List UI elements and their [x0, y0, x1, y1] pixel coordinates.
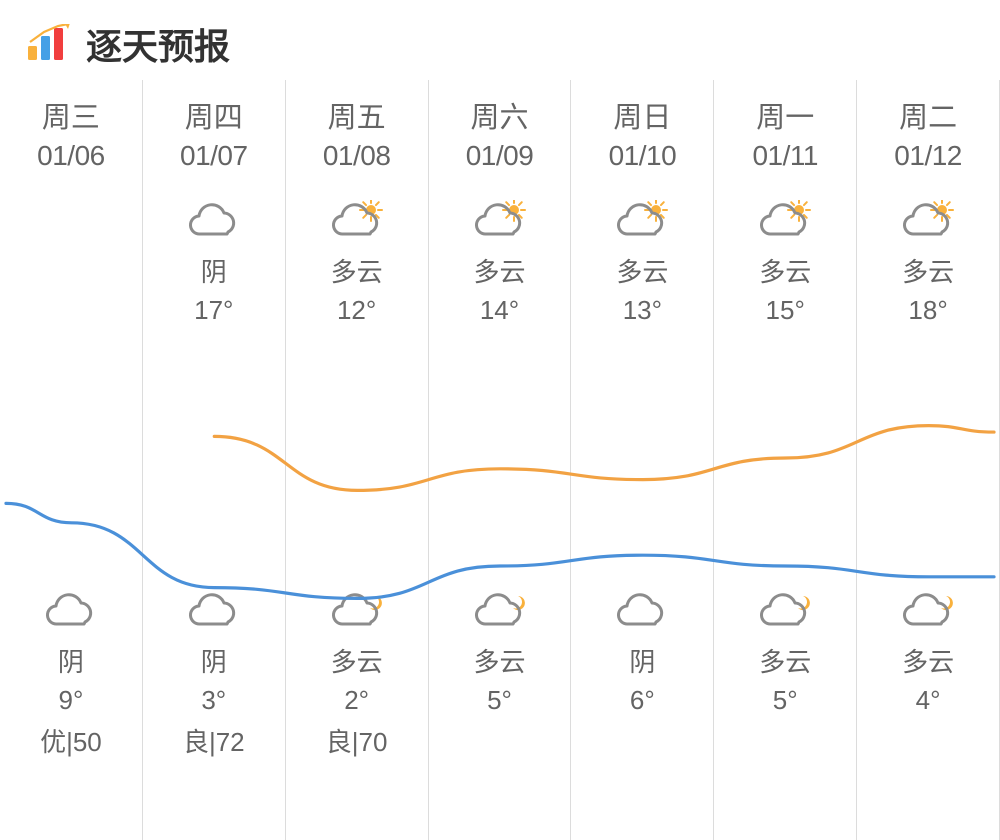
day-weather-section: 多云 13°: [612, 200, 672, 350]
day-weather-icon: [898, 200, 958, 244]
day-column[interactable]: 周五 01/08 多云 12° 多云 2° 良|70: [286, 80, 429, 840]
day-header: 周日 01/10: [609, 80, 677, 172]
day-weather-label: 多云: [473, 252, 525, 289]
weekday-label: 周五: [323, 94, 391, 136]
night-weather-section: 阴 3° 良|72: [183, 590, 245, 759]
night-weather-icon: [41, 590, 101, 634]
header: 逐天预报: [0, 0, 1000, 80]
day-header: 周三 01/06: [37, 80, 105, 172]
day-weather-section: 阴 17°: [184, 200, 244, 350]
night-weather-section: 多云 2° 良|70: [326, 590, 388, 759]
date-label: 01/09: [466, 140, 534, 172]
day-weather-label: 多云: [331, 252, 383, 289]
night-weather-icon: [470, 590, 530, 634]
date-label: 01/10: [609, 140, 677, 172]
day-weather-section: 多云 12°: [327, 200, 387, 350]
low-temp-label: 5°: [487, 685, 512, 716]
night-weather-label: 多云: [759, 642, 811, 679]
night-weather-icon: [184, 590, 244, 634]
day-weather-icon: [184, 200, 244, 244]
day-weather-section: 多云 14°: [470, 200, 530, 350]
date-label: 01/11: [752, 140, 818, 172]
day-weather-icon: [612, 200, 672, 244]
low-temp-label: 2°: [344, 685, 369, 716]
weekday-label: 周六: [466, 94, 534, 136]
day-column[interactable]: 周日 01/10 多云 13° 阴 6°: [571, 80, 714, 840]
weekday-label: 周二: [894, 94, 962, 136]
day-weather-label: 多云: [616, 252, 668, 289]
night-weather-icon: [612, 590, 672, 634]
day-weather-label: 阴: [201, 252, 227, 289]
aqi-label: 优|50: [40, 722, 102, 759]
day-weather-icon: [755, 200, 815, 244]
day-header: 周五 01/08: [323, 80, 391, 172]
date-label: 01/06: [37, 140, 105, 172]
day-column[interactable]: 周三 01/06 阴 9° 优|50: [0, 80, 143, 840]
low-temp-label: 6°: [630, 685, 655, 716]
night-weather-section: 多云 5°: [470, 590, 530, 722]
high-temp-label: 17°: [194, 295, 233, 326]
day-header: 周四 01/07: [180, 80, 248, 172]
night-weather-icon: [327, 590, 387, 634]
date-label: 01/07: [180, 140, 248, 172]
weekday-label: 周一: [752, 94, 818, 136]
night-weather-label: 多云: [331, 642, 383, 679]
aqi-label: 良|72: [183, 722, 245, 759]
day-header: 周一 01/11: [752, 80, 818, 172]
night-weather-icon: [755, 590, 815, 634]
date-label: 01/08: [323, 140, 391, 172]
weekday-label: 周四: [180, 94, 248, 136]
forecast-container: 周三 01/06 阴 9° 优|50 周四 01/07 阴 17° 阴 3°: [0, 80, 1000, 840]
page-title: 逐天预报: [86, 18, 230, 70]
day-weather-icon: [327, 200, 387, 244]
day-weather-section: 多云 18°: [898, 200, 958, 350]
night-weather-icon: [898, 590, 958, 634]
day-column[interactable]: 周四 01/07 阴 17° 阴 3° 良|72: [143, 80, 286, 840]
low-temp-label: 4°: [916, 685, 941, 716]
night-weather-section: 阴 6°: [612, 590, 672, 722]
high-temp-label: 12°: [337, 295, 376, 326]
day-weather-label: 多云: [902, 252, 954, 289]
night-weather-section: 阴 9° 优|50: [40, 590, 102, 759]
low-temp-label: 5°: [773, 685, 798, 716]
night-weather-label: 多云: [902, 642, 954, 679]
date-label: 01/12: [894, 140, 962, 172]
weekday-label: 周三: [37, 94, 105, 136]
high-temp-label: 14°: [480, 295, 519, 326]
high-temp-label: 13°: [623, 295, 662, 326]
day-column[interactable]: 周一 01/11 多云 15° 多云 5°: [714, 80, 857, 840]
day-weather-section: 多云 15°: [755, 200, 815, 350]
low-temp-label: 3°: [201, 685, 226, 716]
aqi-label: 良|70: [326, 722, 388, 759]
day-column[interactable]: 周六 01/09 多云 14° 多云 5°: [429, 80, 572, 840]
high-temp-label: 18°: [908, 295, 947, 326]
day-header: 周六 01/09: [466, 80, 534, 172]
weekday-label: 周日: [609, 94, 677, 136]
day-weather-icon: [470, 200, 530, 244]
bar-chart-icon: [24, 24, 72, 64]
high-temp-label: 15°: [766, 295, 805, 326]
day-weather-label: 多云: [759, 252, 811, 289]
night-weather-label: 阴: [201, 642, 227, 679]
night-weather-label: 阴: [629, 642, 655, 679]
night-weather-label: 阴: [58, 642, 84, 679]
day-header: 周二 01/12: [894, 80, 962, 172]
night-weather-section: 多云 5°: [755, 590, 815, 722]
night-weather-section: 多云 4°: [898, 590, 958, 722]
day-column[interactable]: 周二 01/12 多云 18° 多云 4°: [857, 80, 1000, 840]
night-weather-label: 多云: [473, 642, 525, 679]
low-temp-label: 9°: [58, 685, 83, 716]
